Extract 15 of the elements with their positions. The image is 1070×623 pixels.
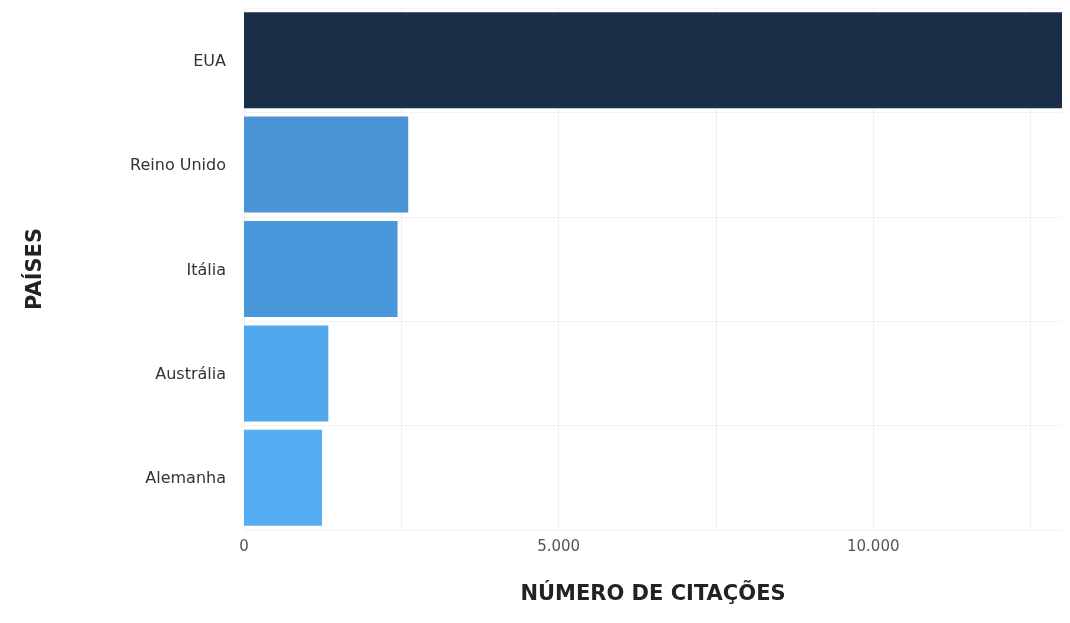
bar <box>244 220 398 318</box>
y-tick-label: Itália <box>186 259 226 279</box>
bar <box>244 12 1062 109</box>
bar <box>244 429 323 526</box>
y-tick-label: EUA <box>193 50 227 70</box>
bar <box>244 116 409 213</box>
x-tick-label: 5.000 <box>537 536 581 555</box>
x-tick-label: 10.000 <box>846 536 900 555</box>
y-tick-label: Reino Unido <box>130 155 226 175</box>
y-tick-label: Alemanha <box>145 468 226 488</box>
x-axis-title: NÚMERO DE CITAÇÕES <box>520 579 786 605</box>
x-tick-label: 0 <box>239 536 249 555</box>
y-axis-title: PAÍSES <box>20 227 46 311</box>
y-tick-label: Austrália <box>155 363 226 383</box>
bar <box>244 325 329 422</box>
